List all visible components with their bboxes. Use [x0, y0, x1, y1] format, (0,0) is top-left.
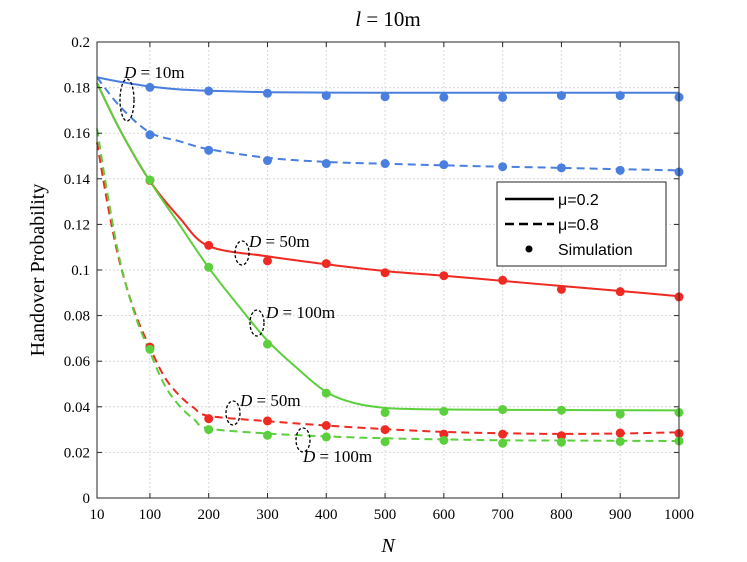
sim-point	[204, 86, 214, 96]
chart-title: l = 10m	[355, 7, 421, 31]
x-tick-label: 300	[256, 507, 279, 523]
chart-title-var: l	[355, 7, 361, 31]
sim-point	[380, 159, 390, 169]
sim-point	[498, 438, 508, 448]
sim-point	[380, 268, 390, 278]
sim-point	[204, 240, 214, 250]
sim-point	[145, 175, 155, 185]
sim-point	[145, 344, 155, 354]
sim-point	[556, 284, 566, 294]
chart-title-rest: = 10m	[361, 7, 421, 31]
x-tick-label: 800	[550, 507, 573, 523]
sim-point	[321, 259, 331, 269]
legend-label-simulation: Simulation	[558, 242, 633, 259]
sim-point	[145, 130, 155, 140]
annotation-ellipse	[249, 309, 265, 337]
annotations: D = 10m D = 50m D = 100m D = 50m D = 100m	[119, 63, 372, 466]
sim-point	[321, 159, 331, 169]
y-tick-label: 0.06	[64, 354, 91, 370]
y-axis-label: Handover Probability	[27, 184, 49, 357]
sim-point	[556, 405, 566, 415]
sim-point	[556, 91, 566, 101]
annotation-ellipse	[234, 240, 250, 266]
annotation-ellipse	[225, 400, 241, 426]
sim-point	[380, 437, 390, 447]
x-tick-label: 100	[139, 507, 162, 523]
sim-point	[321, 432, 331, 442]
x-tick-label: 200	[197, 507, 220, 523]
sim-point	[615, 428, 625, 438]
y-tick-label: 0	[83, 491, 91, 507]
legend-label-mu02: μ=0.2	[558, 192, 599, 209]
sim-point	[321, 388, 331, 398]
sim-point	[556, 431, 566, 441]
x-tick-label: 900	[609, 507, 632, 523]
y-tick-label: 0.18	[64, 81, 90, 97]
sim-point	[204, 414, 214, 424]
x-tick-label: 1000	[664, 507, 694, 523]
grid	[97, 42, 679, 498]
annotation-ellipse	[119, 78, 135, 122]
y-tick-label: 0.14	[64, 172, 91, 188]
y-tick-label: 0.2	[71, 35, 90, 51]
x-axis-label: N	[380, 535, 396, 557]
sim-point	[498, 162, 508, 172]
legend-sim-marker	[525, 245, 533, 253]
annotation-label: D = 50m	[239, 391, 301, 410]
sim-point	[262, 256, 272, 266]
sim-point	[262, 88, 272, 98]
sim-point	[204, 262, 214, 272]
sim-point	[615, 91, 625, 101]
sim-point	[380, 425, 390, 435]
sim-point	[204, 145, 214, 155]
annotation-label: D = 50m	[248, 232, 310, 251]
legend: μ=0.2 μ=0.8 Simulation	[496, 181, 667, 267]
sim-point	[615, 409, 625, 419]
y-tick-label: 0.08	[64, 309, 90, 325]
sim-point	[439, 160, 449, 170]
annotation-label: D = 10m	[123, 63, 185, 82]
annotation-label: D = 100m	[265, 303, 335, 322]
x-tick-label: 400	[315, 507, 338, 523]
annotation-ellipse	[295, 427, 311, 453]
x-tick-label: 700	[491, 507, 514, 523]
sim-point	[439, 435, 449, 445]
sim-point	[262, 430, 272, 440]
sim-point	[321, 420, 331, 430]
sim-point	[439, 429, 449, 439]
y-tick-label: 0.1	[71, 263, 90, 279]
x-tick-label: 500	[374, 507, 397, 523]
sim-point	[439, 271, 449, 281]
sim-point	[380, 408, 390, 417]
sim-point	[498, 429, 508, 439]
sim-point	[615, 165, 625, 175]
sim-point	[380, 92, 390, 102]
ticks: 10 100 200 300 400 500 600 700 800 900 1000 0 0.02 0.…	[64, 35, 694, 523]
sim-point	[439, 406, 449, 416]
y-tick-label: 0.16	[64, 126, 91, 142]
sim-point	[262, 339, 272, 349]
y-tick-label: 0.12	[64, 217, 90, 233]
sim-point	[439, 92, 449, 102]
y-tick-label: 0.04	[64, 400, 91, 416]
sim-point	[615, 287, 625, 297]
legend-label-mu08: μ=0.8	[558, 217, 599, 234]
sim-point	[321, 91, 331, 101]
sim-point	[498, 405, 508, 415]
sim-point	[204, 425, 214, 435]
sim-point	[145, 82, 155, 92]
sim-point	[556, 163, 566, 173]
sim-point	[498, 92, 508, 102]
x-tick-label: 600	[433, 507, 456, 523]
sim-point	[262, 156, 272, 166]
sim-point	[556, 437, 566, 447]
sim-point	[498, 275, 508, 285]
annotation-label: D = 100m	[302, 447, 372, 466]
y-tick-label: 0.02	[64, 445, 90, 461]
sim-point	[615, 436, 625, 446]
sim-point	[262, 416, 272, 426]
x-tick-label: 10	[90, 507, 105, 523]
